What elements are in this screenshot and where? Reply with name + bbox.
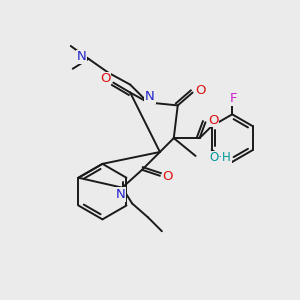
Text: N: N bbox=[145, 90, 155, 103]
Text: O: O bbox=[195, 84, 206, 97]
Text: O: O bbox=[208, 114, 219, 127]
Text: O·H: O·H bbox=[209, 152, 231, 164]
Text: F: F bbox=[230, 92, 237, 105]
Text: O: O bbox=[163, 170, 173, 183]
Text: N: N bbox=[116, 188, 125, 201]
Text: N: N bbox=[77, 50, 86, 63]
Text: O: O bbox=[100, 72, 111, 85]
